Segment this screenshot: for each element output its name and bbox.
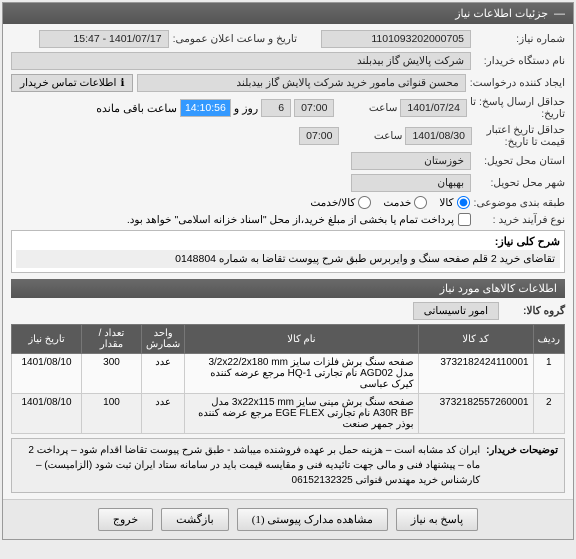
- buyer-notes-box: توضیحات خریدار: ایران کد مشابه است – هزی…: [11, 438, 565, 493]
- table-row: 2 3732182557260001 صفحه سنگ برش مینی سای…: [12, 394, 565, 434]
- purchase-type-label: نوع فرآیند خرید :: [475, 214, 565, 226]
- window-title: جزئیات اطلاعات نیاز: [455, 7, 548, 20]
- deadline-label-to: تا: [470, 96, 476, 108]
- group-row: گروه کالا: امور تاسیساتی: [11, 302, 565, 320]
- radio-service[interactable]: خدمت: [383, 196, 427, 209]
- items-table: ردیف کد کالا نام کالا واحد شمارش تعداد /…: [11, 324, 565, 434]
- city-value: بهبهان: [351, 174, 471, 192]
- radio-goods-label: کالا: [439, 197, 453, 209]
- footer: پاسخ به نیاز مشاهده مدارک پیوستی (1) باز…: [3, 499, 573, 539]
- category-radio-group: کالا خدمت کالا/خدمت: [310, 196, 469, 209]
- deadline-label-2: تاریخ:: [541, 108, 565, 120]
- th-idx: ردیف: [533, 325, 564, 354]
- buyer-notes-label: توضیحات خریدار:: [486, 443, 558, 488]
- days-label: روز و: [234, 102, 258, 115]
- validity-time: 07:00: [299, 127, 339, 145]
- table-row: 1 3732182424110001 صفحه سنگ برش فلزات سا…: [12, 354, 565, 394]
- requester-value: محسن قنواتی مامور خرید شرکت پالایش گاز ب…: [137, 74, 465, 92]
- cell-code: 3732182557260001: [418, 394, 533, 434]
- announce-label: تاریخ و ساعت اعلان عمومی:: [173, 33, 297, 45]
- answer-button[interactable]: پاسخ به نیاز: [396, 508, 478, 531]
- validity-label-1: حداقل تاریخ اعتبار: [487, 124, 565, 136]
- info-icon: ℹ: [120, 77, 124, 89]
- back-button[interactable]: بازگشت: [161, 508, 229, 531]
- cell-code: 3732182424110001: [418, 354, 533, 394]
- deadline-time: 07:00: [294, 99, 334, 117]
- radio-service-input[interactable]: [414, 196, 427, 209]
- cell-idx: 2: [533, 394, 564, 434]
- purchase-note: پرداخت تمام یا بخشی از مبلغ خرید،از محل …: [127, 214, 454, 226]
- cell-unit: عدد: [142, 354, 185, 394]
- th-date: تاریخ نیاز: [12, 325, 82, 354]
- contact-btn-label: اطلاعات تماس خریدار: [20, 77, 116, 89]
- radio-both-label: کالا/خدمت: [310, 197, 355, 209]
- form-area: شماره نیاز: 1101093202000705 تاریخ و ساع…: [3, 24, 573, 499]
- table-header-row: ردیف کد کالا نام کالا واحد شمارش تعداد /…: [12, 325, 565, 354]
- requester-label: ایجاد کننده درخواست:: [470, 77, 565, 89]
- city-label: شهر محل تحویل:: [475, 177, 565, 189]
- validity-date: 1401/08/30: [405, 127, 472, 145]
- remaining-label: ساعت باقی مانده: [96, 102, 177, 115]
- radio-both[interactable]: کالا/خدمت: [310, 196, 371, 209]
- main-window: — جزئیات اطلاعات نیاز شماره نیاز: 110109…: [2, 2, 574, 540]
- titlebar: — جزئیات اطلاعات نیاز: [3, 3, 573, 24]
- dash-icon: —: [554, 8, 565, 20]
- description-label: شرح کلی نیاز:: [16, 235, 560, 248]
- days-value: 6: [261, 99, 291, 117]
- cell-date: 1401/08/10: [12, 354, 82, 394]
- contact-info-button[interactable]: ℹ اطلاعات تماس خریدار: [11, 74, 133, 92]
- cell-name: صفحه سنگ برش فلزات سایز 3/2x22/2x180 mm …: [185, 354, 418, 394]
- announce-value: 1401/07/17 - 15:47: [39, 30, 169, 48]
- purchase-checkbox[interactable]: پرداخت تمام یا بخشی از مبلغ خرید،از محل …: [127, 213, 471, 226]
- radio-both-input[interactable]: [358, 196, 371, 209]
- description-text: تقاضای خرید 2 قلم صفحه سنگ و وایربرس طبق…: [16, 250, 560, 268]
- th-qty: تعداد / مقدار: [82, 325, 142, 354]
- th-code: کد کالا: [418, 325, 533, 354]
- deadline-date: 1401/07/24: [400, 99, 467, 117]
- need-number-label: شماره نیاز:: [475, 33, 565, 45]
- radio-goods-input[interactable]: [457, 196, 470, 209]
- category-label: طبقه بندی موضوعی:: [474, 197, 565, 209]
- validity-label-2: قیمت تا تاریخ:: [505, 136, 565, 148]
- cell-qty: 300: [82, 354, 142, 394]
- deadline-time-label: ساعت: [337, 102, 397, 114]
- th-unit: واحد شمارش: [142, 325, 185, 354]
- deadline-label-1: حداقل ارسال پاسخ:: [479, 96, 565, 108]
- buyer-org-label: نام دستگاه خریدار:: [475, 55, 565, 67]
- attachments-button[interactable]: مشاهده مدارک پیوستی (1): [237, 508, 388, 531]
- buyer-notes-text: ایران کد مشابه است – هزینه حمل بر عهده ف…: [18, 443, 480, 488]
- need-number-value: 1101093202000705: [321, 30, 471, 48]
- group-value: امور تاسیساتی: [413, 302, 499, 320]
- cell-date: 1401/08/10: [12, 394, 82, 434]
- cell-qty: 100: [82, 394, 142, 434]
- description-box: شرح کلی نیاز: تقاضای خرید 2 قلم صفحه سنگ…: [11, 230, 565, 273]
- items-section-header: اطلاعات کالاهای مورد نیاز: [11, 279, 565, 298]
- validity-time-label: ساعت: [342, 130, 402, 142]
- province-label: استان محل تحویل:: [475, 155, 565, 167]
- cell-name: صفحه سنگ برش مینی سایز 3x22x115 mm مدل A…: [185, 394, 418, 434]
- exit-button[interactable]: خروج: [98, 508, 153, 531]
- group-label: گروه کالا:: [505, 305, 565, 317]
- radio-goods[interactable]: کالا: [439, 196, 469, 209]
- validity-label: حداقل تاریخ اعتبار قیمت تا تاریخ:: [475, 124, 565, 148]
- th-name: نام کالا: [185, 325, 418, 354]
- buyer-org-value: شرکت پالایش گاز بیدبلند: [11, 52, 471, 70]
- deadline-label: حداقل ارسال پاسخ: تا تاریخ:: [470, 96, 565, 120]
- cell-idx: 1: [533, 354, 564, 394]
- radio-service-label: خدمت: [383, 197, 411, 209]
- remaining-time: 14:10:56: [180, 99, 231, 117]
- cell-unit: عدد: [142, 394, 185, 434]
- province-value: خوزستان: [351, 152, 471, 170]
- purchase-checkbox-input[interactable]: [458, 213, 471, 226]
